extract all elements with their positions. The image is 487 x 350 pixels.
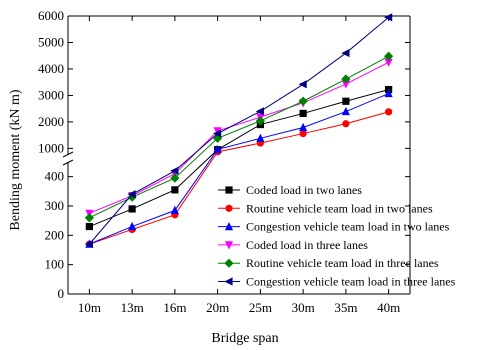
y-axis-title: Bending moment (kN m) [8, 89, 23, 230]
series-line [88, 16, 389, 245]
y-tick-label: 200 [45, 227, 65, 242]
series-line [89, 55, 389, 219]
data-point [128, 205, 136, 213]
y-tick-label: 100 [45, 257, 65, 272]
legend-label: Routine vehicle team load in three lanes [246, 256, 439, 270]
axes: 0 100 200 300 400 1000 2000 3000 4000 5000 6000 10m… [38, 8, 411, 315]
x-tick-label: 13m [121, 300, 144, 315]
legend-label: Coded load in two lanes [246, 183, 362, 197]
data-point [170, 173, 180, 183]
data-point [341, 74, 351, 84]
data-point [299, 122, 308, 132]
legend-label: Congestion vehicle team load in two lane… [246, 220, 450, 234]
axis-break-mark [62, 159, 74, 166]
y-tick-label: 0 [58, 286, 65, 301]
legend-item: Routine vehicle team load in three lanes [218, 256, 439, 270]
axis-break-mark [62, 151, 74, 158]
data-point [256, 133, 265, 142]
data-point [384, 58, 393, 67]
data-point [341, 48, 350, 58]
legend-item: Congestion vehicle team load in three la… [218, 275, 456, 289]
series-line [89, 111, 389, 245]
data-point [384, 13, 393, 22]
data-point [84, 213, 94, 223]
legend-label: Coded load in three lanes [246, 238, 368, 252]
data-point [171, 186, 179, 194]
legend-marker [224, 222, 234, 231]
y-tick-label: 5000 [38, 34, 64, 49]
y-tick-label: 400 [45, 169, 65, 184]
data-point [213, 129, 222, 138]
legend-marker [225, 204, 233, 212]
x-tick-label: 40m [377, 300, 400, 315]
data-point [213, 144, 222, 154]
data-point [385, 108, 393, 116]
data-point [384, 88, 393, 98]
data-point [127, 190, 136, 199]
series-line [89, 61, 389, 214]
y-tick-label: 3000 [38, 87, 64, 102]
x-tick-label: 25m [249, 300, 272, 315]
data-point [298, 80, 307, 89]
legend-marker [224, 277, 233, 286]
legend-marker [224, 258, 234, 268]
y-tick-label: 300 [45, 198, 65, 213]
series-5 [84, 51, 394, 223]
x-tick-label: 20m [206, 300, 229, 315]
data-point [342, 97, 350, 105]
y-tick-label: 6000 [38, 8, 64, 23]
y-tick-label: 1000 [38, 140, 64, 155]
data-point [298, 96, 308, 106]
series-3 [85, 88, 393, 248]
x-tick-label: 30m [292, 300, 315, 315]
data-point [255, 116, 265, 126]
legend-label: Congestion vehicle team load in three la… [246, 275, 456, 289]
legend-item: Coded load in two lanes [218, 183, 362, 197]
legend-item: Congestion vehicle team load in two lane… [218, 220, 450, 234]
legend-label: Routine vehicle team load in two lanes [246, 201, 433, 215]
data-point [128, 221, 137, 231]
data-point [299, 129, 307, 138]
series-line [89, 89, 389, 227]
x-tick-label: 10m [78, 300, 101, 315]
data-point [85, 222, 93, 231]
legend-marker [224, 241, 234, 250]
x-tick-label: 16m [163, 300, 186, 315]
series-layer [84, 13, 394, 249]
x-tick-label: 35m [334, 300, 357, 315]
data-point [384, 51, 394, 61]
series-6 [84, 13, 393, 249]
data-point [342, 120, 350, 128]
y-tick-label: 4000 [38, 61, 64, 76]
data-point [170, 205, 179, 214]
data-point [299, 109, 307, 118]
y-tick-label: 2000 [38, 114, 64, 129]
data-point [341, 80, 350, 89]
data-point [255, 107, 264, 116]
legend-item: Coded load in three lanes [218, 238, 368, 252]
data-point [84, 240, 93, 249]
legend: Coded load in two lanes Routine vehicle t… [218, 183, 456, 289]
series-line [89, 93, 389, 245]
data-point [341, 106, 350, 116]
x-axis-title: Bridge span [211, 331, 278, 346]
legend-marker [225, 186, 233, 194]
legend-item: Routine vehicle team load in two lanes [218, 201, 433, 215]
data-point [170, 166, 179, 175]
